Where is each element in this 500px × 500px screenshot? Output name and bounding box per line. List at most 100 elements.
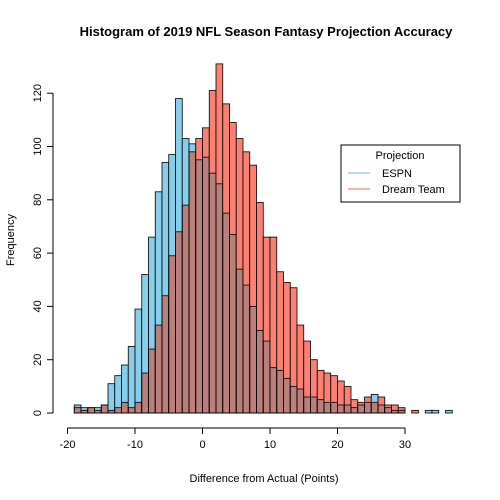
bar-outline-dream-team bbox=[397, 407, 406, 414]
bar-dream-team bbox=[351, 399, 358, 408]
bar-dream-team bbox=[357, 402, 365, 406]
bar-overlap bbox=[141, 373, 149, 413]
bar-overlap bbox=[195, 159, 203, 413]
x-tick-label: -10 bbox=[127, 439, 143, 451]
bar-espn bbox=[141, 274, 149, 374]
bar-outline-espn bbox=[431, 409, 440, 414]
bar-dream-team bbox=[337, 381, 345, 406]
y-tick-label: 40 bbox=[32, 300, 44, 312]
bar-dream-team bbox=[303, 341, 311, 398]
bar-overlap bbox=[249, 306, 257, 413]
x-tick-label: 10 bbox=[264, 439, 276, 451]
bar-espn bbox=[189, 143, 196, 152]
bar-overlap bbox=[236, 269, 243, 413]
bar-overlap bbox=[108, 410, 115, 413]
bar-dream-team bbox=[229, 122, 237, 235]
y-tick-label: 100 bbox=[32, 137, 44, 155]
bar-overlap bbox=[357, 405, 365, 413]
legend-box bbox=[340, 144, 461, 203]
bar-overlap bbox=[189, 151, 196, 413]
x-axis-title: Difference from Actual (Points) bbox=[190, 473, 339, 485]
bar-dream-team bbox=[297, 325, 304, 390]
bar-overlap bbox=[121, 402, 129, 413]
bar-dream-team bbox=[243, 151, 250, 286]
bar-dream-team bbox=[276, 271, 284, 371]
bar-overlap bbox=[384, 407, 392, 413]
bar-espn bbox=[81, 407, 88, 411]
bar-overlap bbox=[297, 389, 304, 413]
bar-overlap bbox=[209, 173, 216, 413]
bar-overlap bbox=[310, 397, 318, 413]
bar-overlap bbox=[256, 330, 264, 413]
x-tick-label: -20 bbox=[60, 439, 76, 451]
x-tick-label: 0 bbox=[199, 439, 205, 451]
bar-overlap bbox=[276, 370, 284, 413]
y-axis-title: Frequency bbox=[5, 214, 17, 266]
y-tick-label: 80 bbox=[32, 194, 44, 206]
bar-dream-team bbox=[209, 90, 216, 174]
bar-overlap bbox=[344, 405, 351, 413]
bar-overlap bbox=[270, 367, 277, 413]
bar-dream-team bbox=[270, 237, 277, 368]
bar-espn bbox=[94, 407, 102, 411]
bar-overlap bbox=[202, 157, 210, 413]
x-tick-label: 30 bbox=[399, 439, 411, 451]
y-tick-label: 60 bbox=[32, 247, 44, 259]
bar-overlap bbox=[337, 405, 345, 413]
bar-dream-team bbox=[398, 407, 405, 411]
bar-dream-team bbox=[411, 410, 419, 413]
bar-dream-team bbox=[391, 405, 399, 411]
bar-overlap bbox=[222, 213, 230, 414]
bar-dream-team bbox=[249, 165, 257, 307]
bar-dream-team bbox=[263, 237, 270, 342]
bar-overlap bbox=[216, 183, 223, 413]
bar-overlap bbox=[303, 397, 311, 413]
bar-overlap bbox=[317, 399, 324, 413]
bar-overlap bbox=[168, 255, 176, 413]
legend-title: Projection bbox=[376, 150, 425, 162]
bar-dream-team bbox=[236, 138, 243, 270]
bar-espn bbox=[168, 154, 176, 256]
bar-overlap bbox=[351, 407, 358, 413]
bar-espn bbox=[175, 98, 183, 232]
bar-overlap bbox=[81, 410, 88, 413]
y-tick-label: 120 bbox=[32, 84, 44, 102]
bar-dream-team bbox=[216, 63, 223, 184]
bar-overlap bbox=[290, 386, 297, 413]
bar-overlap bbox=[378, 405, 385, 413]
bar-overlap bbox=[364, 402, 372, 413]
bar-overlap bbox=[87, 407, 95, 413]
bar-overlap bbox=[398, 410, 405, 413]
legend-dream-team-label: Dream Team bbox=[382, 184, 445, 196]
bar-espn bbox=[108, 383, 115, 411]
bar-outline-dream-team bbox=[411, 409, 419, 414]
bar-espn bbox=[135, 309, 142, 403]
bar-overlap bbox=[128, 407, 135, 413]
bar-espn bbox=[162, 162, 169, 296]
bar-dream-team bbox=[283, 282, 291, 379]
bar-overlap bbox=[114, 407, 122, 413]
bar-dream-team bbox=[310, 359, 318, 398]
bar-overlap bbox=[391, 410, 399, 413]
bar-dream-team bbox=[384, 405, 392, 408]
bars-layer bbox=[73, 63, 453, 414]
bar-overlap bbox=[162, 295, 169, 413]
y-tick-label: 0 bbox=[32, 410, 44, 416]
bar-espn bbox=[74, 405, 81, 408]
bar-dream-team bbox=[317, 370, 324, 400]
bar-overlap bbox=[324, 402, 331, 413]
bar-overlap bbox=[371, 402, 378, 413]
legend-espn-label: ESPN bbox=[382, 168, 412, 180]
x-tick-label: 20 bbox=[331, 439, 343, 451]
bar-overlap bbox=[330, 402, 338, 413]
axes-layer: -20 -10 0 10 20 30 0 20 40 60 80 100 120 bbox=[32, 84, 411, 451]
bar-dream-team bbox=[330, 375, 338, 403]
legend: Projection ESPN Dream Team bbox=[340, 144, 461, 203]
bar-overlap bbox=[101, 405, 108, 413]
bar-outline-espn bbox=[445, 409, 453, 414]
bar-dream-team bbox=[344, 386, 351, 405]
bar-overlap bbox=[74, 407, 81, 413]
bar-espn bbox=[121, 365, 129, 403]
bar-overlap bbox=[229, 234, 237, 413]
bar-dream-team bbox=[222, 103, 230, 214]
